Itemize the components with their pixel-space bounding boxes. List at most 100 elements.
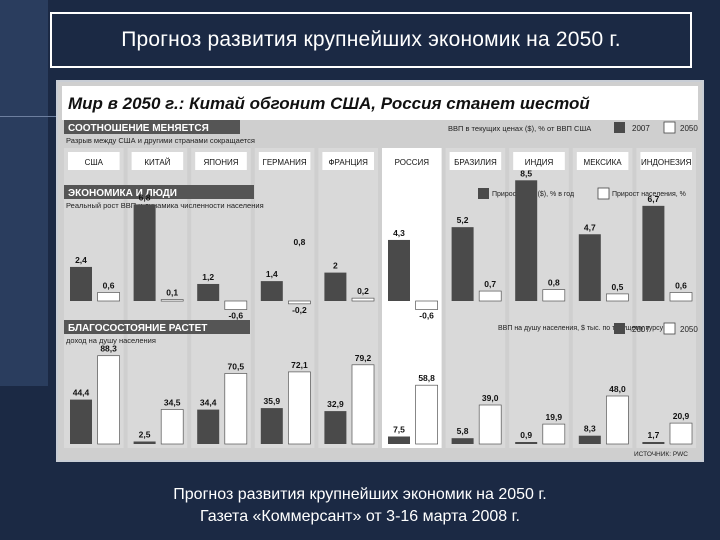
category-label: КИТАЙ <box>144 158 170 167</box>
population-growth-bar <box>606 293 629 302</box>
income-2007-bar <box>260 408 283 444</box>
slide-decoration-line <box>0 116 60 117</box>
data-label: 39,0 <box>482 393 499 403</box>
panel2-header: ЭКОНОМИКА И ЛЮДИ <box>68 188 177 199</box>
data-label: 0,8 <box>293 237 305 247</box>
data-label: 5,2 <box>457 215 469 225</box>
legend-swatch-light <box>597 187 610 200</box>
data-label: 58,8 <box>418 373 435 383</box>
data-label: 1,4 <box>266 269 278 279</box>
data-label: 20,9 <box>673 411 690 421</box>
gdp-growth-bar <box>642 205 665 301</box>
chart-title: Мир в 2050 г.: Китай обгонит США, Россия… <box>68 94 590 113</box>
gdp-growth-bar <box>260 281 283 301</box>
data-label: 0,5 <box>611 282 623 292</box>
category-box <box>513 152 565 170</box>
data-label: 44,4 <box>73 388 90 398</box>
income-2007-bar <box>388 436 410 444</box>
population-growth-bar <box>478 290 502 302</box>
data-label: 79,2 <box>355 353 372 363</box>
data-label: 4,3 <box>393 228 405 238</box>
newspaper-chart: Мир в 2050 г.: Китай обгонит США, Россия… <box>56 80 704 462</box>
income-2050-bar <box>224 373 248 445</box>
gdp-growth-bar <box>515 180 538 301</box>
gdp-growth-bar <box>578 234 601 301</box>
data-label: -0,6 <box>228 311 243 321</box>
population-growth-bar <box>415 300 438 310</box>
category-label: ЯПОНИЯ <box>203 158 238 167</box>
legend-swatch-light <box>663 322 676 335</box>
data-label: 0,6 <box>675 280 687 290</box>
data-label: 70,5 <box>228 362 245 372</box>
data-label: 6,7 <box>647 194 659 204</box>
population-growth-bar <box>97 292 120 302</box>
category-label: США <box>85 158 104 167</box>
income-2050-bar <box>478 404 502 445</box>
panel3-header-band <box>64 320 250 334</box>
chart-title-band <box>62 86 698 120</box>
data-label: 7,5 <box>393 425 405 435</box>
income-2050-bar <box>542 423 566 445</box>
income-2007-bar <box>451 438 474 444</box>
data-label: 0,8 <box>548 278 560 288</box>
data-label: 1,7 <box>647 430 659 440</box>
panel3-subtitle: доход на душу населения <box>66 336 156 345</box>
data-label: 2,5 <box>139 430 151 440</box>
income-2007-bar <box>642 442 665 444</box>
population-growth-bar <box>542 289 566 302</box>
legend-label: 2007 <box>632 325 650 334</box>
data-label: 6,8 <box>139 192 151 202</box>
category-label: ИНДОНЕЗИЯ <box>641 158 692 167</box>
panel3-header: БЛАГОСОСТОЯНИЕ РАСТЕТ <box>68 323 207 334</box>
legend-swatch-light <box>663 121 676 134</box>
legend-label: 2050 <box>680 124 698 133</box>
panel1-legend-title: ВВП в текущих ценах ($), % от ВВП США <box>448 124 591 133</box>
slide-background-panel <box>0 0 48 386</box>
data-label: 0,6 <box>103 280 115 290</box>
gdp-growth-bar <box>388 239 410 301</box>
data-label: 88,3 <box>100 344 117 354</box>
income-2050-bar <box>415 384 438 445</box>
gdp-growth-bar <box>197 283 220 301</box>
gdp-growth-bar <box>133 204 156 301</box>
category-label: БРАЗИЛИЯ <box>454 158 497 167</box>
category-box <box>386 152 438 170</box>
legend-swatch-dark <box>478 188 489 199</box>
income-2007-bar <box>324 411 347 444</box>
population-growth-bar <box>669 292 693 302</box>
gdp-growth-bar <box>70 266 92 301</box>
income-2007-bar <box>515 442 538 444</box>
category-box <box>195 152 247 170</box>
caption-line-1: Прогноз развития крупнейших экономик на … <box>173 486 547 503</box>
category-box <box>68 152 120 170</box>
slide-caption: Прогноз развития крупнейших экономик на … <box>0 484 720 528</box>
data-label: 19,9 <box>546 412 563 422</box>
income-2050-bar <box>606 395 629 445</box>
category-box <box>258 152 311 170</box>
legend-swatch-dark <box>614 122 625 133</box>
income-2050-bar <box>97 355 120 445</box>
population-growth-bar <box>351 297 375 302</box>
infographic-chart: Мир в 2050 г.: Китай обгонит США, Россия… <box>58 82 702 460</box>
category-box <box>449 152 502 170</box>
source-note: ИСТОЧНИК: PWC <box>634 451 688 458</box>
data-label: 5,8 <box>457 426 469 436</box>
population-growth-bar <box>288 300 311 305</box>
data-label: 34,4 <box>200 398 217 408</box>
legend-label: Прирост населения, % <box>612 191 686 198</box>
population-growth-bar <box>160 299 184 302</box>
slide-title-box: Прогноз развития крупнейших экономик на … <box>50 12 692 68</box>
data-label: 35,9 <box>264 396 281 406</box>
data-label: 2 <box>333 261 338 271</box>
data-label: 0,2 <box>357 286 369 296</box>
legend-label: 2050 <box>680 325 698 334</box>
data-label: -0,2 <box>292 305 307 315</box>
data-label: 34,5 <box>164 398 181 408</box>
data-label: 2,4 <box>75 255 87 265</box>
income-2050-bar <box>669 422 693 445</box>
income-2050-bar <box>351 364 375 445</box>
income-2007-bar <box>70 399 92 444</box>
income-2007-bar <box>133 441 156 444</box>
panel1-subtitle: Разрыв между США и другими странами сокр… <box>66 136 255 145</box>
data-label: 1,2 <box>202 272 214 282</box>
